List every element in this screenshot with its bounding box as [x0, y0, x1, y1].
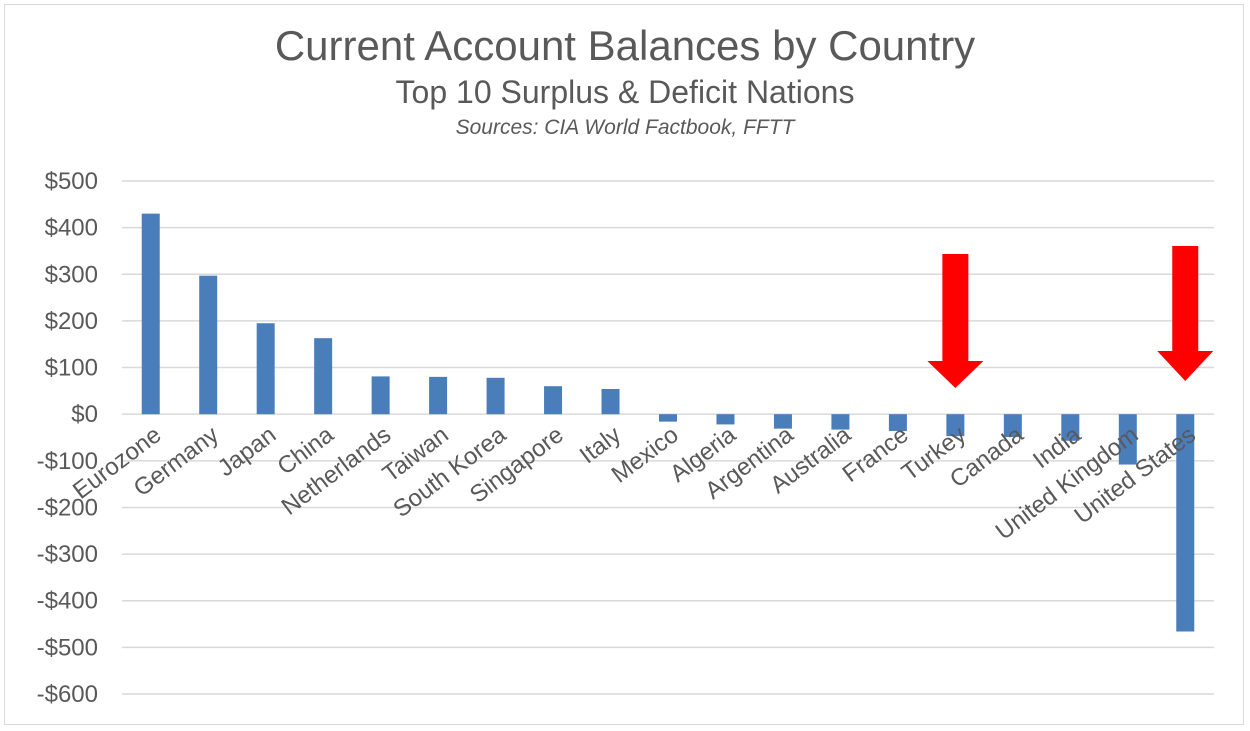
y-tick-label: $100 [45, 355, 98, 382]
y-tick-label: -$500 [37, 634, 98, 661]
bar [544, 386, 563, 415]
chart-source: Sources: CIA World Factbook, FFTT [455, 116, 795, 139]
y-tick-label: -$600 [37, 681, 98, 708]
bar [773, 414, 792, 429]
bar [199, 275, 218, 415]
red-arrow-icon [1157, 246, 1214, 381]
bar [371, 376, 390, 415]
bar [659, 414, 677, 422]
bar [946, 414, 965, 437]
bar [486, 377, 505, 415]
y-tick-label: $200 [45, 308, 98, 335]
y-axis-ticks: $500 $400 $300 $200 $100 $0 -$100 -$200 -$300 -$4… [37, 168, 98, 708]
y-tick-label: -$300 [37, 541, 98, 568]
bar [256, 323, 275, 415]
y-tick-label: -$400 [37, 588, 98, 615]
x-tick-label: France [838, 421, 914, 488]
chart-subtitle: Top 10 Surplus & Deficit Nations [395, 74, 855, 110]
chart-title: Current Account Balances by Country [274, 22, 976, 69]
bar [1061, 414, 1080, 441]
bar [601, 388, 620, 415]
bar [429, 376, 448, 415]
bar [141, 213, 160, 415]
red-arrow-icon [927, 254, 984, 388]
y-tick-label: $0 [71, 401, 98, 428]
x-tick-label: Mexico [607, 421, 684, 488]
bar [716, 414, 735, 425]
y-tick-label: $400 [45, 215, 98, 242]
bars [141, 213, 1195, 632]
bar [314, 338, 333, 415]
bar [1118, 414, 1137, 465]
x-tick-label: Japan [213, 421, 281, 482]
y-tick-label: $500 [45, 168, 98, 195]
bar [831, 414, 850, 430]
bar [1176, 414, 1195, 632]
y-tick-label: -$100 [37, 448, 98, 475]
y-tick-label: -$200 [37, 494, 98, 521]
x-axis-labels: EurozoneGermanyJapanChinaNetherlandsTaiw… [68, 421, 1201, 546]
y-tick-label: $300 [45, 261, 98, 288]
bar [1003, 414, 1022, 438]
bar [888, 414, 907, 431]
annotations [927, 246, 1214, 388]
